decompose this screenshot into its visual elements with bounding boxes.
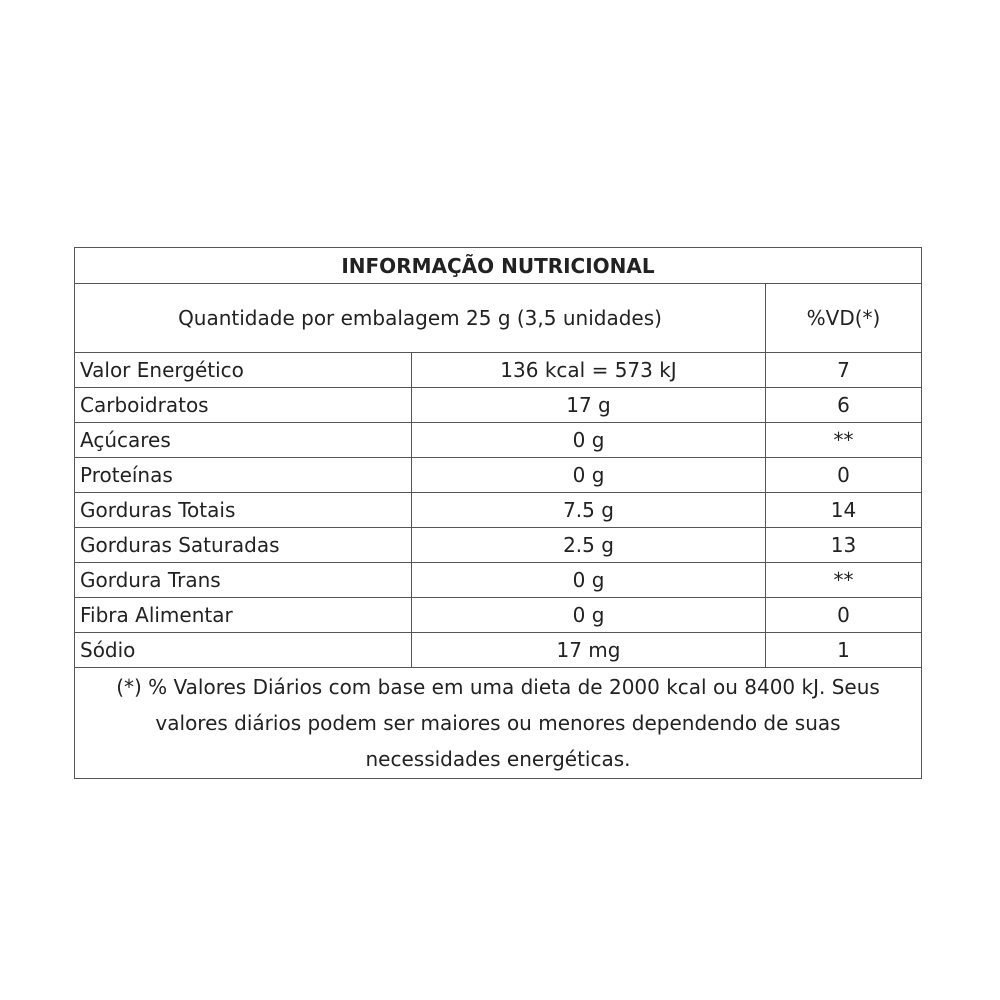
nutrient-name: Gorduras Saturadas [74, 527, 412, 563]
nutrient-name: Valor Energético [74, 352, 412, 388]
nutrient-vd: ** [765, 562, 922, 598]
nutrient-name: Carboidratos [74, 387, 412, 423]
table-row: Gorduras Saturadas 2.5 g 13 [74, 527, 922, 563]
vd-header: %VD(*) [765, 283, 922, 353]
nutrient-amount: 7.5 g [411, 492, 766, 528]
nutrient-vd: 14 [765, 492, 922, 528]
nutrient-amount: 136 kcal = 573 kJ [411, 352, 766, 388]
nutrient-amount: 17 mg [411, 632, 766, 668]
nutrient-name: Gordura Trans [74, 562, 412, 598]
nutrient-amount: 0 g [411, 422, 766, 458]
table-title: INFORMAÇÃO NUTRICIONAL [74, 247, 922, 284]
nutrient-vd: 6 [765, 387, 922, 423]
serving-size: Quantidade por embalagem 25 g (3,5 unida… [74, 283, 766, 353]
nutrient-vd: 1 [765, 632, 922, 668]
nutrient-name: Açúcares [74, 422, 412, 458]
nutrient-name: Fibra Alimentar [74, 597, 412, 633]
table-row: Valor Energético 136 kcal = 573 kJ 7 [74, 352, 922, 388]
table-row: Gordura Trans 0 g ** [74, 562, 922, 598]
nutrient-amount: 2.5 g [411, 527, 766, 563]
nutrition-table: INFORMAÇÃO NUTRICIONAL Quantidade por em… [74, 247, 922, 779]
nutrient-name: Proteínas [74, 457, 412, 493]
nutrient-vd: 13 [765, 527, 922, 563]
nutrient-amount: 0 g [411, 457, 766, 493]
table-row: Sódio 17 mg 1 [74, 632, 922, 668]
nutrient-vd: ** [765, 422, 922, 458]
table-row: Açúcares 0 g ** [74, 422, 922, 458]
nutrient-amount: 0 g [411, 597, 766, 633]
nutrient-name: Sódio [74, 632, 412, 668]
nutrient-amount: 17 g [411, 387, 766, 423]
nutrient-amount: 0 g [411, 562, 766, 598]
nutrient-name: Gorduras Totais [74, 492, 412, 528]
nutrient-vd: 0 [765, 457, 922, 493]
nutrient-vd: 0 [765, 597, 922, 633]
table-row: Gorduras Totais 7.5 g 14 [74, 492, 922, 528]
nutrient-vd: 7 [765, 352, 922, 388]
footnote: (*) % Valores Diários com base em uma di… [74, 667, 922, 779]
